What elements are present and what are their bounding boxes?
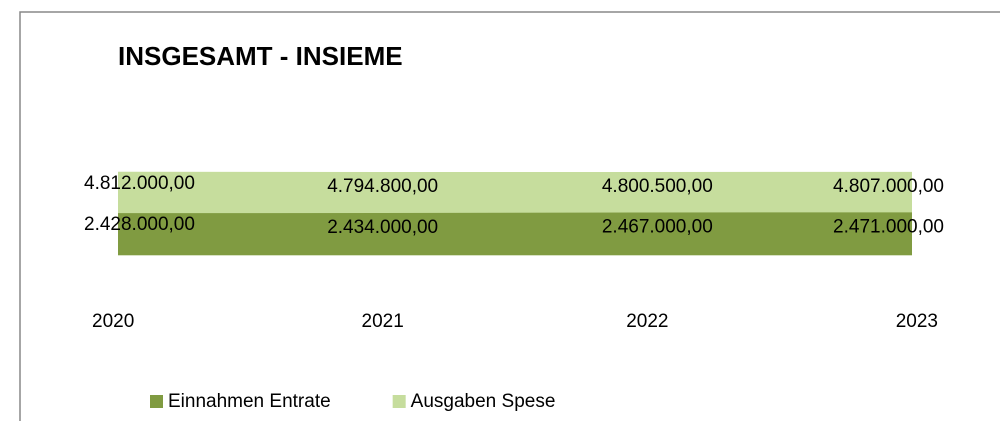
data-label: 2.471.000,00 — [833, 216, 944, 237]
data-label: 2.428.000,00 — [84, 214, 195, 235]
area — [118, 212, 912, 256]
data-label: 2.467.000,00 — [602, 216, 713, 237]
x-tick-label: 2022 — [626, 311, 668, 332]
legend-label: Ausgaben Spese — [411, 391, 556, 412]
chart-title: INSGESAMT - INSIEME — [118, 41, 403, 71]
x-tick-label: 2023 — [896, 311, 938, 332]
legend-swatch — [150, 395, 163, 408]
data-label: 4.794.800,00 — [327, 176, 438, 197]
chart-frame — [19, 11, 1000, 421]
x-tick-label: 2021 — [362, 311, 404, 332]
data-label: 4.812.000,00 — [84, 173, 195, 194]
legend-label: Einnahmen Entrate — [168, 391, 331, 412]
legend-swatch — [392, 395, 406, 408]
data-label: 4.800.500,00 — [602, 176, 713, 197]
data-label: 4.807.000,00 — [833, 176, 944, 197]
data-label: 2.434.000,00 — [327, 217, 438, 238]
x-tick-label: 2020 — [92, 311, 134, 332]
